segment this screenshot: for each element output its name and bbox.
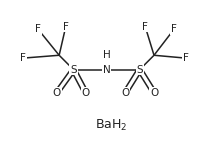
Text: O: O (53, 88, 61, 98)
Text: S: S (136, 65, 143, 75)
Text: BaH$_2$: BaH$_2$ (95, 118, 127, 133)
Text: S: S (70, 65, 77, 75)
Text: F: F (63, 22, 69, 32)
Text: H: H (103, 50, 111, 60)
Text: O: O (81, 88, 90, 98)
Text: N: N (103, 65, 111, 75)
Text: O: O (150, 88, 158, 98)
Text: F: F (142, 22, 148, 32)
Text: F: F (35, 24, 41, 34)
Text: F: F (20, 53, 26, 63)
Text: F: F (183, 53, 189, 63)
Text: O: O (121, 88, 129, 98)
Text: F: F (171, 24, 177, 34)
